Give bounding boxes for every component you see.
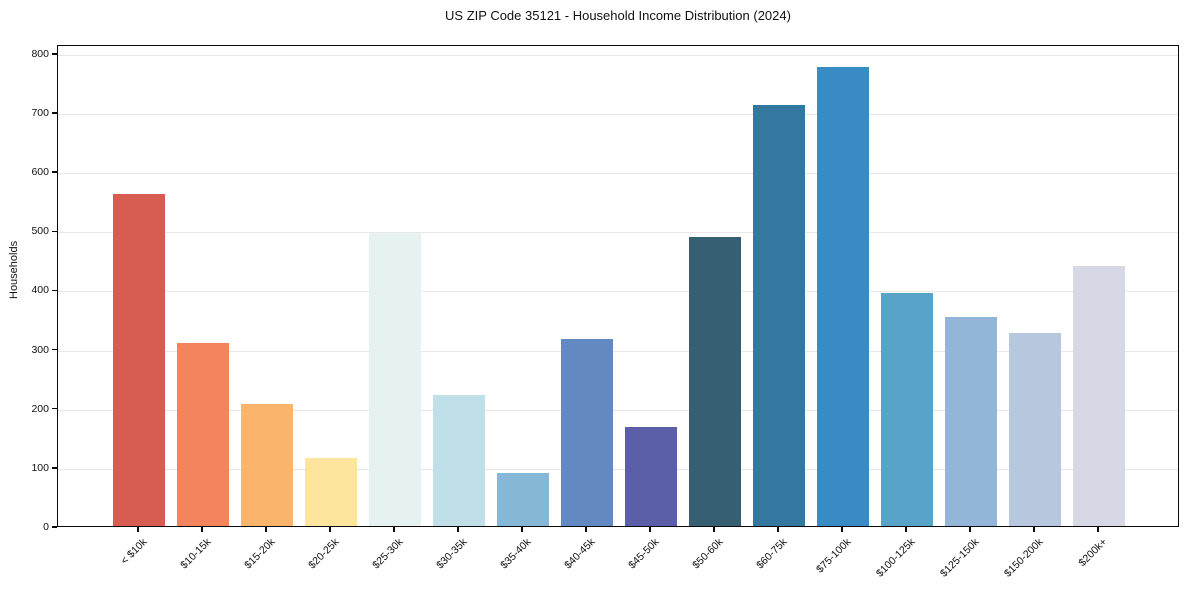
x-tick-label-9: $45-50k xyxy=(626,536,662,572)
y-tick-label-600: 600 xyxy=(31,166,49,179)
x-tick-mark xyxy=(1097,527,1099,532)
gridline-300 xyxy=(58,350,1178,352)
x-tick-label-15: $150-200k xyxy=(1001,536,1046,580)
y-tick-label-300: 300 xyxy=(31,343,49,356)
x-tick-label-7: $35-40k xyxy=(498,536,534,572)
x-tick-mark xyxy=(1033,527,1035,532)
y-tick-mark xyxy=(52,408,57,410)
gridline-600 xyxy=(58,173,1178,175)
bar-11 xyxy=(753,104,805,526)
x-tick-mark xyxy=(713,527,715,532)
x-tick-label-5: $25-30k xyxy=(370,536,406,572)
x-tick-label-3: $15-20k xyxy=(242,536,278,572)
x-tick-label-6: $30-35k xyxy=(434,536,470,572)
y-tick-mark xyxy=(52,289,57,292)
bar-16 xyxy=(1073,266,1125,526)
bar-9 xyxy=(625,426,677,526)
x-tick-label-11: $60-75k xyxy=(754,536,790,572)
x-tick-mark xyxy=(393,527,395,532)
x-tick-mark xyxy=(585,527,587,532)
bar-2 xyxy=(177,342,229,526)
y-tick-label-800: 800 xyxy=(31,47,49,60)
x-tick-mark xyxy=(137,527,139,532)
y-tick-label-200: 200 xyxy=(31,402,49,415)
gridline-500 xyxy=(58,232,1178,234)
x-tick-mark xyxy=(905,527,907,532)
gridline-400 xyxy=(58,291,1178,293)
y-tick-label-700: 700 xyxy=(31,107,49,119)
y-tick-mark xyxy=(52,112,57,114)
x-tick-label-16: $200k+ xyxy=(1076,536,1110,570)
bar-8 xyxy=(561,339,613,526)
x-tick-mark xyxy=(649,527,651,532)
x-tick-label-8: $40-45k xyxy=(562,536,598,572)
x-tick-label-14: $125-150k xyxy=(937,536,982,580)
x-tick-label-12: $75-100k xyxy=(814,536,854,576)
bar-5 xyxy=(369,232,421,526)
bar-15 xyxy=(1009,332,1061,526)
y-tick-mark xyxy=(52,467,57,469)
bar-12 xyxy=(817,67,869,526)
y-tick-label-500: 500 xyxy=(31,225,49,238)
x-tick-mark xyxy=(521,527,523,532)
y-tick-mark xyxy=(52,171,57,173)
gridline-700 xyxy=(58,114,1178,115)
x-tick-label-10: $50-60k xyxy=(690,536,726,572)
bar-7 xyxy=(497,472,549,526)
x-tick-mark xyxy=(969,527,971,532)
bar-14 xyxy=(945,317,997,526)
x-tick-mark xyxy=(201,527,203,532)
y-tick-mark xyxy=(52,53,57,55)
x-tick-mark xyxy=(329,527,331,532)
plot-area xyxy=(57,45,1179,527)
y-tick-label-400: 400 xyxy=(31,284,49,297)
x-tick-label-4: $20-25k xyxy=(306,536,342,572)
y-tick-mark xyxy=(52,230,57,232)
x-tick-label-1: < $10k xyxy=(118,536,150,567)
gridline-100 xyxy=(58,468,1178,470)
bar-1 xyxy=(113,193,165,526)
x-tick-mark xyxy=(457,527,459,532)
x-tick-mark xyxy=(841,527,843,532)
x-tick-mark xyxy=(777,527,779,532)
y-tick-label-0: 0 xyxy=(43,521,49,533)
chart-title: US ZIP Code 35121 - Household Income Dis… xyxy=(445,8,791,23)
y-tick-mark xyxy=(52,526,57,528)
bar-4 xyxy=(305,458,357,526)
bar-10 xyxy=(689,237,741,526)
bar-3 xyxy=(241,403,293,526)
x-tick-label-13: $100-125k xyxy=(873,536,918,580)
bar-6 xyxy=(433,395,485,526)
x-tick-mark xyxy=(265,527,267,532)
y-tick-label-100: 100 xyxy=(31,461,49,474)
y-tick-mark xyxy=(52,348,57,351)
gridline-200 xyxy=(58,409,1178,411)
gridline-800 xyxy=(58,54,1178,56)
x-tick-label-2: $10-15k xyxy=(178,536,214,572)
bar-13 xyxy=(881,292,933,526)
